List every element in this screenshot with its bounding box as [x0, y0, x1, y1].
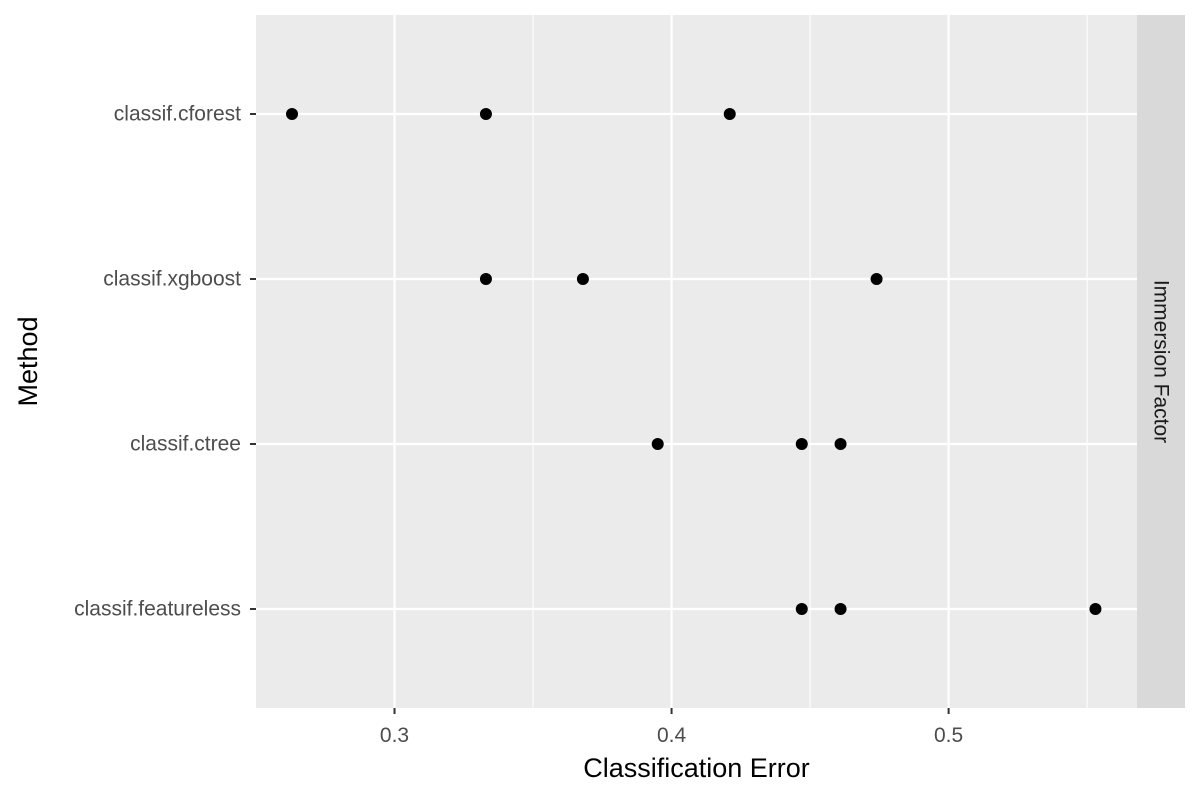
x-tick-label: 0.5	[934, 724, 963, 747]
y-tick-label: classif.cforest	[114, 103, 241, 126]
data-point	[576, 273, 589, 285]
x-tick-label: 0.4	[657, 724, 687, 747]
data-point	[286, 108, 299, 120]
data-point	[795, 438, 808, 450]
facet-strip	[1137, 15, 1185, 708]
data-point	[834, 438, 847, 450]
data-point	[795, 603, 808, 615]
data-point	[651, 438, 664, 450]
data-point	[1089, 603, 1102, 615]
minor-gridlines	[532, 15, 1088, 708]
y-tick-label: classif.xgboost	[103, 268, 241, 291]
y-axis: classif.cforest classif.xgboost classif.ct…	[74, 103, 256, 621]
data-point	[479, 273, 492, 285]
y-tick-label: classif.ctree	[130, 433, 241, 456]
y-tick-label: classif.featureless	[74, 598, 241, 621]
data-point	[723, 108, 736, 120]
x-tick-label: 0.3	[380, 724, 409, 747]
x-axis: 0.3 0.4 0.5	[380, 708, 963, 747]
facet-strip-label: Immersion Factor	[1150, 280, 1173, 443]
data-point	[834, 603, 847, 615]
y-axis-title: Method	[13, 316, 43, 406]
data-points	[286, 108, 1102, 615]
major-gridlines	[256, 15, 1137, 708]
panel-background	[256, 15, 1137, 708]
data-point	[479, 108, 492, 120]
data-point	[870, 273, 883, 285]
x-axis-title: Classification Error	[583, 753, 810, 783]
